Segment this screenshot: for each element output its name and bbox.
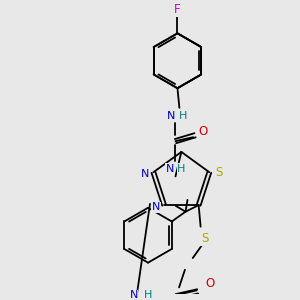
- Text: H: H: [143, 290, 152, 300]
- Text: H: H: [179, 111, 188, 121]
- Text: N: N: [141, 169, 150, 179]
- Text: N: N: [165, 164, 174, 174]
- Text: O: O: [198, 125, 208, 138]
- Text: N: N: [130, 290, 138, 300]
- Text: H: H: [177, 164, 185, 174]
- Text: N: N: [167, 111, 176, 121]
- Text: F: F: [174, 3, 181, 16]
- Text: S: S: [201, 232, 208, 245]
- Text: S: S: [215, 166, 223, 179]
- Text: N: N: [152, 202, 160, 212]
- Text: O: O: [206, 277, 215, 290]
